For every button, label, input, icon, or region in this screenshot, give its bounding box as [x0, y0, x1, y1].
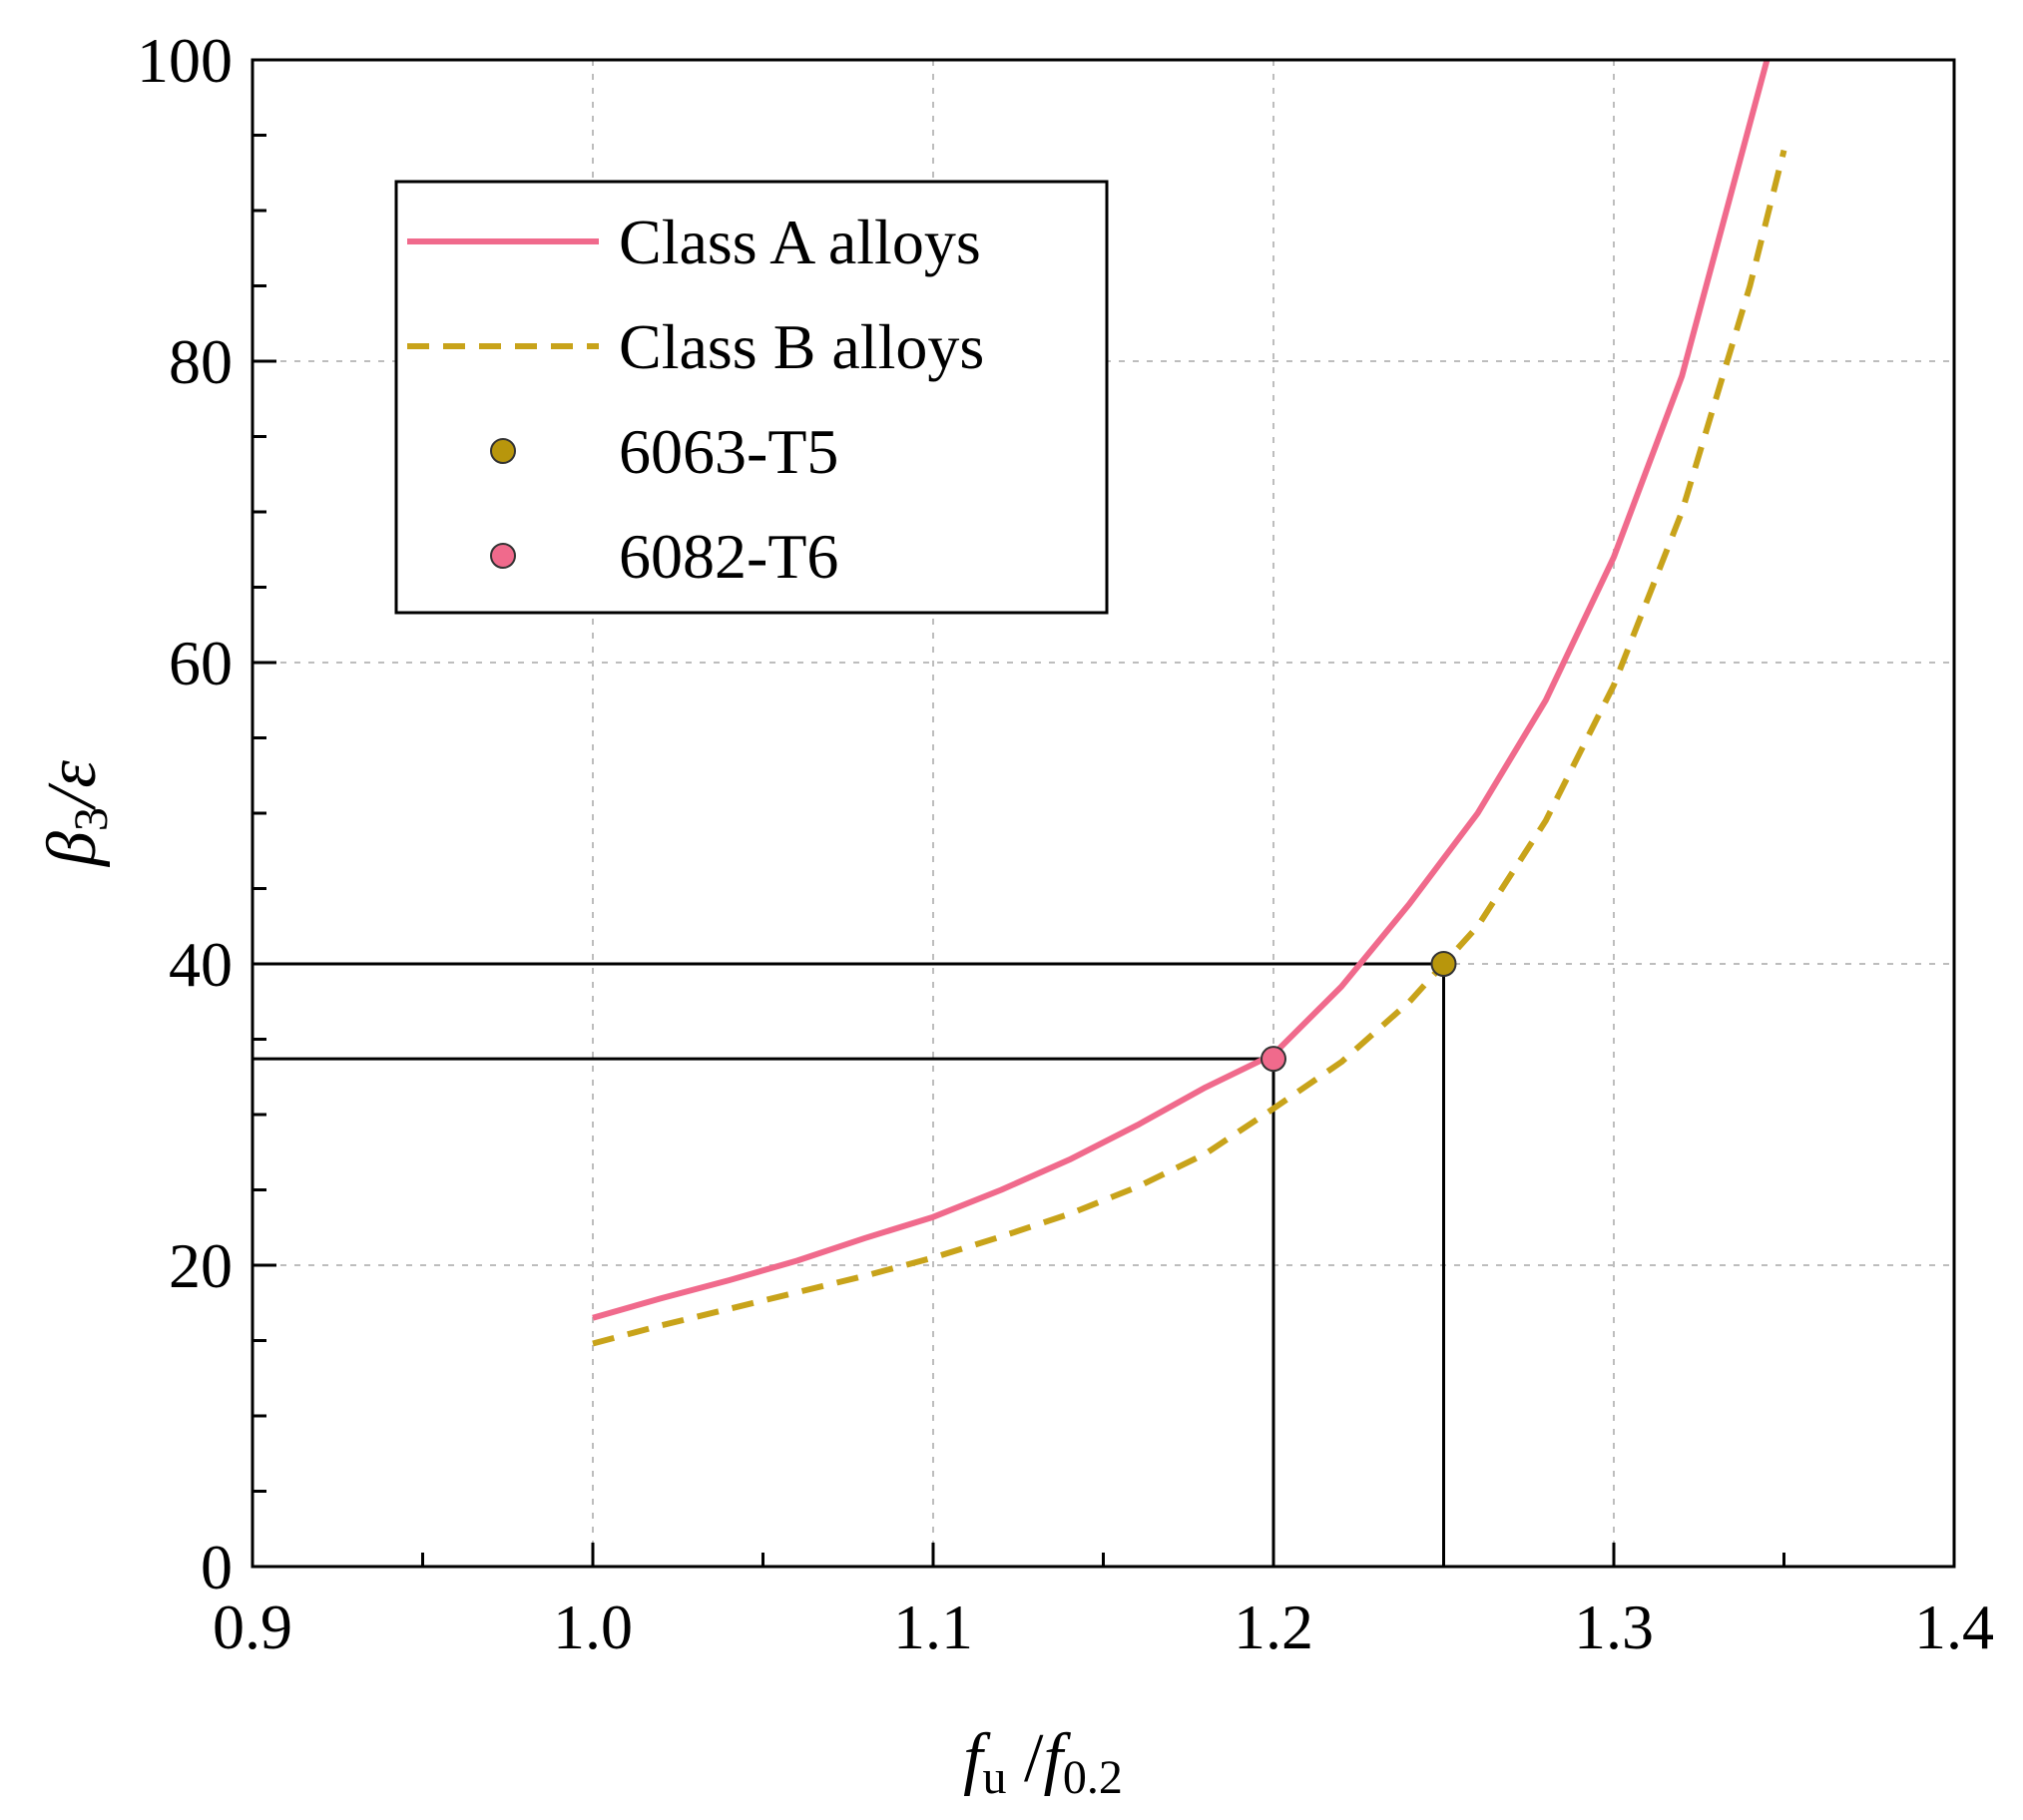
- legend-marker-6082-t6: [490, 543, 516, 569]
- x-tick-label: 1.0: [553, 1592, 633, 1662]
- series-layer: [592, 59, 1787, 1347]
- y-axis-title: β3/ε: [34, 760, 118, 868]
- legend-label: Class B alloys: [619, 311, 984, 382]
- legend-entries: Class A alloys Class B alloys 6063-T5 6082-…: [407, 207, 984, 592]
- x-tick-label: 1.4: [1914, 1592, 1994, 1662]
- legend-label: 6063-T5: [619, 416, 838, 487]
- reference-lines: [253, 962, 1445, 1567]
- legend-marker-6063-t5: [490, 438, 516, 464]
- x-tick-label: 0.9: [213, 1592, 292, 1662]
- legend-label: 6082-T6: [619, 521, 838, 592]
- data-point-6082-t6: [1261, 1046, 1286, 1073]
- legend-label: Class A alloys: [619, 207, 981, 277]
- ticks-layer: [251, 58, 1956, 1569]
- data-point-6063-t5: [1430, 951, 1457, 977]
- x-tick-label: 1.2: [1234, 1592, 1313, 1662]
- y-tick-label: 60: [169, 628, 233, 698]
- y-tick-label: 20: [169, 1230, 233, 1301]
- y-tick-label: 0: [201, 1532, 233, 1602]
- points-layer: [1261, 951, 1457, 1073]
- legend: Class A alloys Class B alloys 6063-T5 6082-…: [394, 180, 1109, 615]
- legend-box: [394, 180, 1109, 615]
- series-line-class-a: [592, 59, 1770, 1321]
- y-tick-label: 80: [169, 326, 233, 397]
- tick-labels-layer: 0.9 1.0 1.1 1.2 1.3 1.4 0 20 40 60 80 100: [137, 25, 1994, 1662]
- series-line-class-b: [592, 149, 1787, 1347]
- x-tick-label: 1.1: [893, 1592, 973, 1662]
- x-axis-title: fu /f0.2: [963, 1720, 1123, 1804]
- x-tick-label: 1.3: [1574, 1592, 1654, 1662]
- y-tick-label: 40: [169, 929, 233, 1000]
- y-tick-label: 100: [137, 25, 233, 96]
